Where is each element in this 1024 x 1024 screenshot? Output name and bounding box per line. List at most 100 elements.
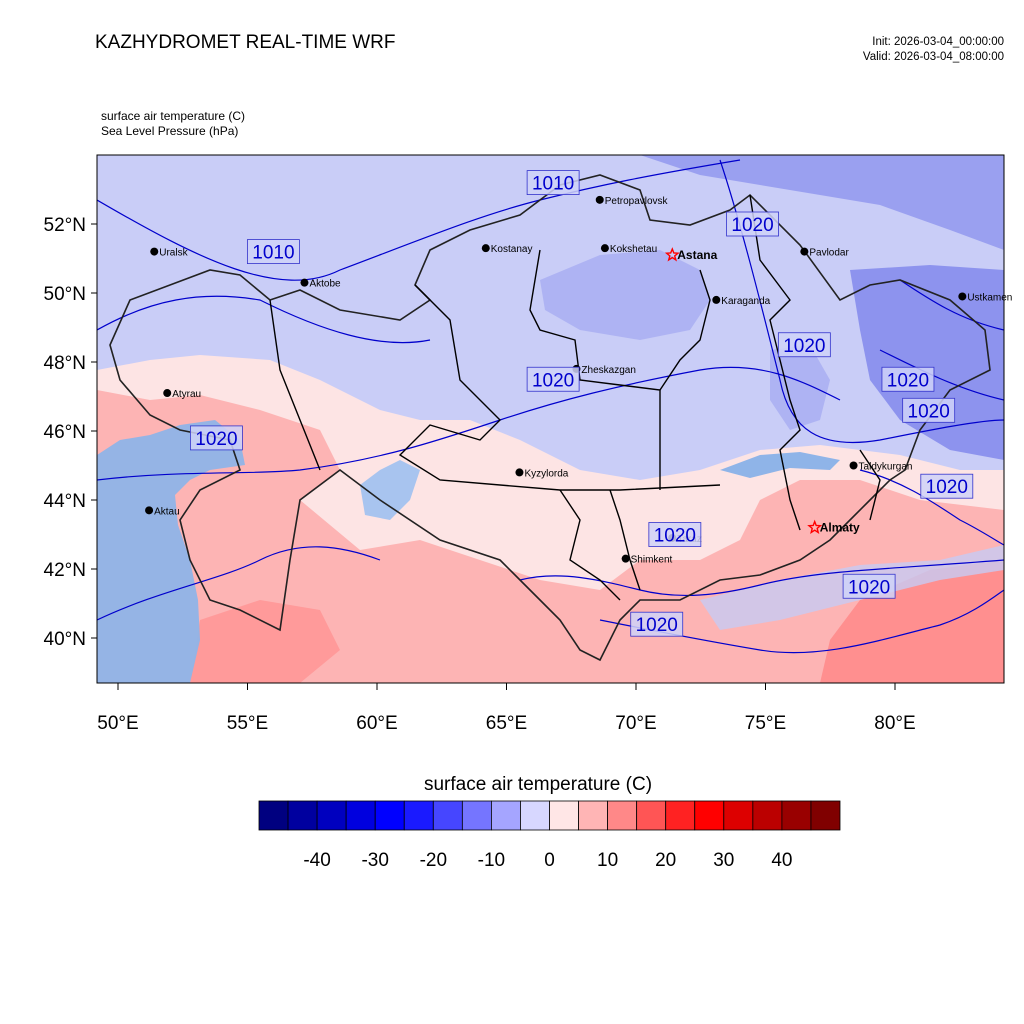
aral-sea — [360, 460, 420, 520]
lat-tick-label: 42°N — [44, 560, 86, 581]
colorbar-tick-label: 0 — [544, 850, 555, 871]
colorbar-tick-label: 40 — [771, 850, 793, 871]
city-label: Zheskazgan — [581, 365, 635, 376]
lon-tick-label: 50°E — [97, 713, 138, 734]
isobar-label-box — [881, 366, 935, 392]
colder-zone-north — [640, 155, 1004, 250]
isobar-label-box — [648, 522, 702, 547]
city-label: Petropavlovsk — [605, 196, 669, 207]
colorbar-swatch — [810, 800, 841, 831]
colorbar-swatch — [694, 800, 725, 831]
isobar-labels: 1010 1010 1020 1020 1020 1020 1020 1020 1020 1020… — [190, 170, 974, 637]
longitude-axis: 50°E 55°E 60°E 65°E 70°E 75°E 80°E — [97, 683, 916, 734]
city-label: Ustkamen — [967, 292, 1012, 303]
city-label: Kostanay — [491, 244, 533, 255]
colorbar-tick-label: -40 — [303, 850, 331, 871]
lon-tick-label: 60°E — [356, 713, 397, 734]
isobar-label-box — [526, 170, 580, 196]
isobar-label: 1020 — [195, 429, 237, 450]
city-label: Shimkent — [631, 555, 673, 566]
variable-pressure: Sea Level Pressure (hPa) — [101, 124, 239, 138]
city-dot — [515, 468, 524, 477]
colorbar-tick-label: -10 — [477, 850, 506, 871]
city-dot — [958, 292, 967, 301]
isobar-label-box — [190, 425, 243, 451]
colorbar-swatch — [781, 800, 812, 831]
lon-tick-label: 70°E — [615, 713, 656, 734]
city-label: Astana — [677, 248, 717, 262]
city-dot — [145, 506, 154, 515]
city-dot — [712, 295, 721, 304]
colorbar-swatch — [403, 800, 434, 831]
isobar-label: 1020 — [532, 370, 574, 391]
colder-zone-astana — [540, 250, 710, 340]
colorbar-swatch — [316, 800, 347, 831]
colorbar-swatch — [490, 800, 521, 831]
city-star — [807, 519, 823, 535]
isobar-label-box — [777, 332, 831, 358]
city-dot — [300, 278, 309, 287]
colorbar-tick-label: 10 — [597, 850, 619, 871]
city-label: Atyrau — [172, 389, 201, 400]
isobar-label: 1010 — [532, 174, 574, 195]
isobar-label-box — [902, 397, 956, 423]
caspian-sea — [97, 420, 245, 683]
isobars — [97, 159, 1004, 654]
isobar-label-box — [842, 573, 896, 599]
colorbar-swatch — [345, 800, 376, 831]
city-label: Uralsk — [159, 248, 188, 259]
map-title: KAZHYDROMET REAL-TIME WRF — [95, 32, 396, 53]
city-label: Taldykurgan — [859, 462, 913, 473]
lat-tick-label: 52°N — [44, 215, 86, 236]
city-dot — [163, 389, 172, 398]
colorbar-tick-label: -30 — [361, 850, 389, 871]
colorbar-tick-label: -20 — [419, 850, 448, 871]
city-dot — [600, 244, 609, 253]
variable-temperature: surface air temperature (C) — [101, 109, 246, 123]
city-label: Karaganda — [721, 296, 770, 307]
colorbar-swatch — [461, 800, 492, 831]
colorbar-swatch — [520, 800, 550, 831]
isobar-label: 1020 — [636, 615, 678, 636]
colorbar-swatch — [752, 800, 783, 831]
city-dot — [621, 554, 630, 563]
city-star — [664, 247, 680, 262]
region-borders — [269, 194, 881, 601]
city-dot — [595, 195, 604, 204]
isobar-label: 1020 — [654, 526, 696, 547]
lon-tick-label: 55°E — [227, 713, 268, 734]
colder-zone-balkhash — [770, 345, 830, 430]
init-time: Init: 2026-03-04_00:00:00 — [872, 36, 1004, 48]
lat-tick-label: 46°N — [44, 422, 86, 443]
lon-tick-label: 65°E — [486, 713, 527, 734]
colorbar-tick-label: 30 — [713, 850, 735, 871]
colorbar-swatch — [723, 800, 754, 831]
isobar-label-box — [630, 611, 684, 637]
isobar-label: 1020 — [731, 215, 773, 236]
forecast-times: Init: 2026-03-04_00:00:00 Valid: 2026-03… — [863, 35, 1004, 65]
city-label: Kyzylorda — [524, 468, 568, 479]
lat-tick-label: 48°N — [44, 353, 86, 374]
plot-frame — [96, 154, 1005, 684]
lon-tick-label: 75°E — [745, 713, 786, 734]
city-label: Kokshetau — [610, 244, 657, 255]
city-markers: Petropavlovsk Kostanay Kokshetau Pavlodar Ur… — [145, 195, 1012, 566]
colorbar-swatch — [578, 800, 608, 831]
colorbar-title: surface air temperature (C) — [26, 774, 1024, 796]
colorbar-title-text: surface air temperature (C) — [423, 774, 653, 795]
colorbar-swatch — [374, 800, 405, 831]
isobar-label: 1020 — [783, 336, 825, 357]
warmer-zone-south — [820, 560, 1004, 683]
country-borders — [109, 174, 991, 662]
city-label: Aktau — [154, 506, 180, 517]
isobar-label-box — [920, 473, 974, 499]
city-label: Almaty — [820, 521, 860, 535]
city-dot — [849, 461, 858, 470]
city-dot — [800, 247, 809, 256]
colorbar-swatch — [432, 800, 463, 831]
lake-balkhash — [720, 452, 840, 478]
isobar-label: 1010 — [252, 243, 294, 264]
lat-tick-label: 44°N — [44, 491, 86, 512]
isobar-label-box — [726, 211, 779, 237]
